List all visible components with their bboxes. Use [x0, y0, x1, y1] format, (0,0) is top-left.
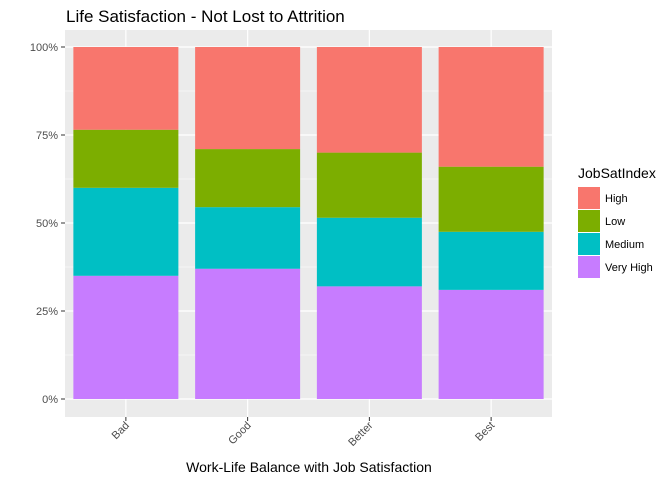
legend: JobSatIndex High Low Medium Very High — [578, 165, 656, 278]
bar-bad-medium — [73, 187, 179, 276]
x-tick-label: Good — [226, 420, 254, 448]
bar-best-very-high — [438, 289, 544, 399]
bar-better-high — [316, 47, 422, 153]
legend-label: Low — [605, 216, 625, 228]
bars — [73, 47, 544, 399]
x-axis-title: Work-Life Balance with Job Satisfaction — [186, 459, 432, 475]
y-tick-label: 0% — [42, 394, 58, 406]
y-tick-label: 50% — [36, 218, 58, 230]
legend-label: Very High — [605, 262, 653, 274]
bar-good-low — [195, 149, 301, 208]
legend-key-very-high — [578, 256, 600, 278]
legend-key-high — [578, 187, 600, 209]
bar-good-medium — [195, 207, 301, 269]
chart-title: Life Satisfaction - Not Lost to Attritio… — [66, 7, 345, 26]
bar-better-very-high — [316, 286, 422, 399]
bar-better-low — [316, 152, 422, 218]
bar-bad-low — [73, 129, 179, 188]
bar-bad-very-high — [73, 275, 179, 399]
legend-label: High — [605, 193, 628, 205]
y-axis: 0% 25% 50% 75% 100% — [30, 42, 65, 406]
bar-bad-high — [73, 47, 179, 130]
y-tick-label: 100% — [30, 42, 58, 54]
bar-good-very-high — [195, 268, 301, 399]
x-tick-label: Best — [473, 420, 497, 444]
bar-good-high — [195, 47, 301, 150]
legend-key-low — [578, 210, 600, 232]
bar-best-low — [438, 166, 544, 232]
x-axis: Bad Good Better Best — [110, 417, 497, 449]
x-tick-label: Bad — [110, 420, 132, 442]
bar-best-medium — [438, 231, 544, 290]
bar-better-medium — [316, 217, 422, 287]
bar-best-high — [438, 47, 544, 167]
y-tick-label: 75% — [36, 130, 58, 142]
x-tick-label: Better — [346, 419, 375, 448]
legend-title: JobSatIndex — [578, 165, 656, 181]
legend-key-medium — [578, 233, 600, 255]
y-tick-label: 25% — [36, 306, 58, 318]
legend-label: Medium — [605, 239, 644, 251]
